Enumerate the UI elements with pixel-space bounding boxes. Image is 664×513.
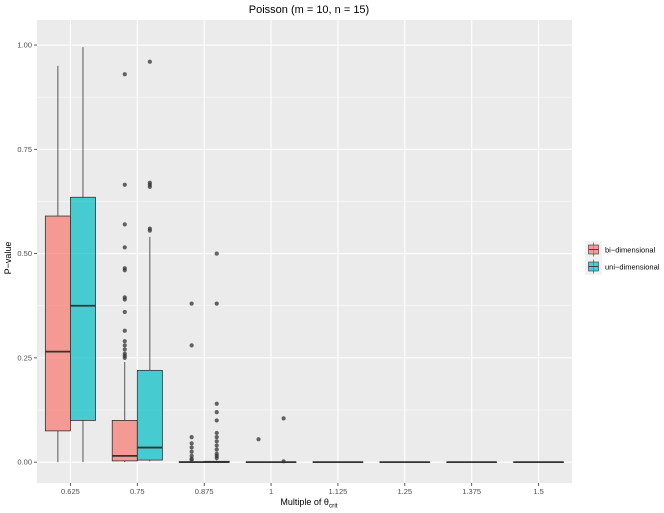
box-bi−dimensional-0.75 [111, 72, 138, 463]
outlier-point [122, 297, 127, 302]
outlier-point [122, 343, 127, 348]
y-tick-label: 0.50 [17, 249, 32, 258]
outlier-point [189, 343, 194, 348]
outlier-point [281, 416, 286, 421]
outlier-point [147, 184, 152, 189]
y-tick-label: 0.75 [17, 145, 32, 154]
legend-label: uni−dimensional [605, 263, 660, 272]
box-uni−dimensional-1 [270, 416, 297, 464]
outlier-point [122, 72, 127, 77]
box-uni−dimensional-0.875 [203, 251, 230, 464]
outlier-point [214, 435, 219, 440]
panel-background [37, 20, 572, 483]
box-iqr [70, 196, 96, 421]
y-tick-label: 0.25 [17, 353, 32, 362]
outlier-point [147, 59, 152, 64]
x-tick-label: 1 [269, 487, 273, 496]
x-axis: 0.625 0.75 0.875 1 1.125 1.25 1.375 1.5 [61, 483, 544, 496]
box-iqr [44, 215, 71, 432]
outlier-point [189, 445, 194, 450]
box-uni−dimensional-0.75 [136, 59, 163, 462]
outlier-point [147, 228, 152, 233]
outlier-point [122, 328, 127, 333]
legend: bi−dimensional uni−dimensional [585, 241, 660, 275]
box-bi−dimensional-0.625 [44, 65, 71, 463]
outlier-point [122, 222, 127, 227]
outlier-point [256, 437, 261, 442]
boxes [44, 47, 565, 464]
x-tick-label: 0.875 [195, 487, 214, 496]
x-axis-label-main: Multiple of θ [280, 497, 329, 507]
outlier-point [122, 182, 127, 187]
outlier-point [281, 459, 286, 464]
legend-item: bi−dimensional [585, 241, 656, 258]
outlier-point [214, 443, 219, 448]
y-axis-label: P−value [3, 242, 13, 275]
outlier-point [214, 409, 219, 415]
box-iqr [111, 420, 138, 462]
outlier-point [189, 441, 194, 446]
x-tick-label: 0.75 [130, 487, 145, 496]
x-tick-label: 0.625 [61, 487, 80, 496]
outlier-point [214, 439, 219, 444]
x-tick-label: 1.5 [533, 487, 543, 496]
legend-item: uni−dimensional [585, 258, 660, 275]
x-axis-label-subscript: crit [329, 503, 338, 510]
outlier-point [122, 268, 127, 273]
outlier-point [122, 339, 127, 344]
outlier-point [189, 457, 194, 463]
legend-label: bi−dimensional [605, 246, 656, 255]
outlier-point [214, 301, 219, 306]
y-tick-label: 1.00 [17, 41, 32, 50]
x-tick-label: 1.25 [398, 487, 413, 496]
x-axis-label: Multiple of θcrit [280, 497, 337, 510]
outlier-point [122, 347, 127, 352]
outlier-point [189, 453, 194, 458]
outlier-point [214, 251, 219, 256]
box-iqr [136, 369, 163, 461]
outlier-point [214, 401, 219, 406]
outlier-point [122, 355, 127, 360]
box-uni−dimensional-0.625 [70, 47, 96, 463]
y-axis: 0.00 0.25 0.50 0.75 1.00 [17, 41, 37, 467]
outlier-point [214, 455, 219, 461]
outlier-point [214, 418, 219, 423]
x-tick-label: 1.125 [329, 487, 348, 496]
outlier-point [189, 449, 194, 454]
x-tick-label: 1.375 [462, 487, 481, 496]
outlier-point [214, 430, 219, 436]
y-tick-label: 0.00 [17, 458, 32, 467]
outlier-point [122, 309, 127, 315]
outlier-point [189, 301, 194, 306]
plot-panel [37, 20, 572, 483]
outlier-point [189, 435, 194, 440]
chart-title: Poisson (m = 10, n = 15) [249, 4, 369, 16]
outlier-point [122, 245, 127, 250]
outlier-point [214, 447, 219, 452]
